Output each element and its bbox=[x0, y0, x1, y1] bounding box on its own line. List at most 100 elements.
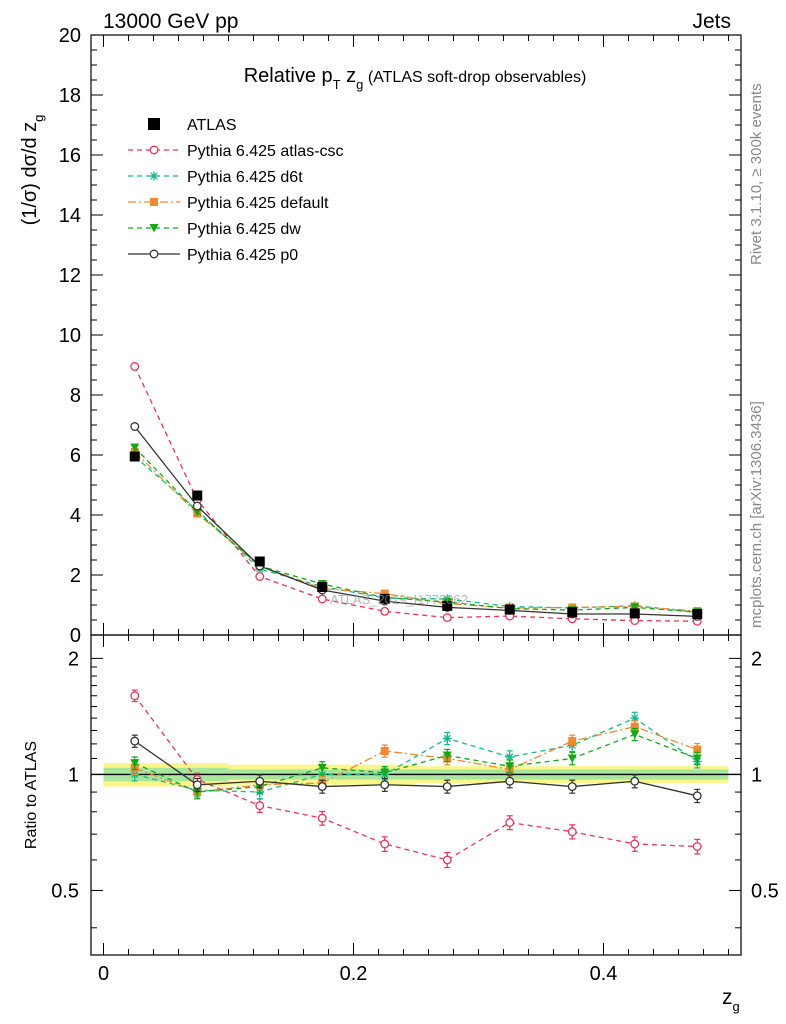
series-line-pythia-6-425-default bbox=[134, 451, 698, 612]
ratio-point-pythia-6-425-default bbox=[380, 747, 389, 756]
data-point-atlas bbox=[442, 600, 453, 611]
data-point-pythia-6-425-dw bbox=[130, 443, 140, 452]
ratio-tick-label: 1 bbox=[68, 764, 79, 786]
chart-title-main: Relative p bbox=[244, 65, 333, 87]
data-point-atlas bbox=[192, 490, 203, 501]
y-tick-label: 6 bbox=[70, 445, 81, 467]
data-point-atlas bbox=[379, 594, 390, 604]
legend-marker-pythia-6-425-dw bbox=[149, 224, 159, 233]
legend-marker-pythia-6-425-atlas-csc bbox=[149, 145, 159, 155]
ratio-point-pythia-6-425-atlas-csc bbox=[442, 855, 452, 865]
ratio-tick-label: 0.5 bbox=[51, 880, 79, 902]
ratio-point-pythia-6-425-dw bbox=[567, 754, 577, 763]
legend-label-pythia-6-425-default: Pythia 6.425 default bbox=[187, 195, 329, 212]
chart-title-rest: (ATLAS soft-drop observables) bbox=[363, 69, 586, 86]
ratio-point-pythia-6-425-p0 bbox=[505, 776, 515, 786]
ratio-point-pythia-6-425-p0 bbox=[380, 780, 390, 790]
legend-label-atlas: ATLAS bbox=[187, 117, 237, 134]
ratio-point-pythia-6-425-p0 bbox=[630, 776, 640, 786]
ratio-plot-frame bbox=[90, 634, 742, 956]
y-tick-label: 2 bbox=[70, 565, 81, 587]
ratio-point-pythia-6-425-dw bbox=[442, 751, 452, 760]
y-axis-label-main: (1/σ) dσ/d z bbox=[19, 122, 41, 226]
ratio-point-pythia-6-425-dw bbox=[692, 754, 702, 763]
ratio-point-pythia-6-425-p0 bbox=[692, 791, 702, 801]
y-tick-label: 4 bbox=[70, 505, 81, 527]
ratio-tick-label-right: 2 bbox=[751, 648, 762, 670]
data-point-atlas bbox=[254, 556, 265, 567]
rivet-label: Rivet 3.1.10, ≥ 300k events bbox=[748, 83, 765, 265]
legend-marker-pythia-6-425-p0 bbox=[149, 249, 159, 259]
chart-title-sub-t: T bbox=[333, 77, 341, 92]
x-axis-label: zg bbox=[722, 986, 740, 1014]
chart-title-z: z bbox=[341, 65, 357, 87]
y-axis-label: (1/σ) dσ/d zg bbox=[19, 115, 46, 226]
mcplots-label: mcplots.cern.ch [arXiv:1306.3436] bbox=[748, 401, 765, 628]
ratio-point-pythia-6-425-atlas-csc bbox=[567, 827, 577, 837]
ratio-point-pythia-6-425-dw bbox=[380, 768, 390, 778]
y-tick-label: 20 bbox=[59, 25, 81, 47]
ratio-point-pythia-6-425-atlas-csc bbox=[317, 813, 327, 823]
data-point-pythia-6-425-dw bbox=[192, 508, 202, 517]
ratio-point-pythia-6-425-default bbox=[568, 737, 577, 746]
ratio-point-pythia-6-425-d6t bbox=[630, 713, 640, 723]
chart-title: Relative pT zg (ATLAS soft-drop observab… bbox=[244, 65, 587, 92]
y-tick-label: 0 bbox=[70, 625, 81, 647]
data-point-atlas bbox=[504, 604, 515, 615]
data-point-atlas bbox=[567, 607, 578, 618]
data-point-atlas bbox=[692, 609, 703, 619]
ratio-point-pythia-6-425-dw bbox=[317, 763, 327, 773]
data-point-pythia-6-425-p0 bbox=[192, 501, 202, 511]
data-point-pythia-6-425-atlas-csc bbox=[380, 606, 390, 616]
ratio-point-pythia-6-425-p0 bbox=[442, 782, 452, 792]
y-tick-label: 8 bbox=[70, 385, 81, 407]
y-tick-label: 14 bbox=[59, 205, 81, 227]
legend-label-pythia-6-425-d6t: Pythia 6.425 d6t bbox=[187, 169, 303, 186]
analysis-watermark: ATLAS_2019_I1772062 bbox=[330, 592, 468, 607]
ratio-point-pythia-6-425-atlas-csc bbox=[630, 839, 640, 849]
data-series bbox=[129, 362, 703, 869]
y-tick-label: 10 bbox=[59, 325, 81, 347]
x-tick-label: 0.2 bbox=[340, 963, 368, 985]
ratio-tick-label-right: 1 bbox=[751, 764, 762, 786]
ratio-point-pythia-6-425-p0 bbox=[192, 780, 202, 790]
ratio-point-pythia-6-425-atlas-csc bbox=[380, 839, 390, 849]
legend-marker-atlas bbox=[148, 118, 160, 130]
y-tick-label: 18 bbox=[59, 85, 81, 107]
data-point-pythia-6-425-atlas-csc bbox=[317, 594, 327, 604]
data-point-pythia-6-425-atlas-csc bbox=[130, 362, 140, 371]
x-axis-label-sub: g bbox=[733, 999, 740, 1014]
ratio-line-pythia-6-425-atlas-csc bbox=[134, 695, 698, 861]
x-tick-label: 0.4 bbox=[590, 963, 618, 985]
y-axis-label-sub: g bbox=[31, 115, 46, 122]
data-point-pythia-6-425-atlas-csc bbox=[255, 572, 265, 581]
ratio-tick-label: 2 bbox=[68, 648, 79, 670]
ratio-point-pythia-6-425-dw bbox=[192, 788, 202, 797]
y-tick-label: 12 bbox=[59, 265, 81, 287]
ratio-point-pythia-6-425-d6t bbox=[442, 733, 452, 743]
legend-label-pythia-6-425-atlas-csc: Pythia 6.425 atlas-csc bbox=[187, 143, 344, 160]
process-label: Jets bbox=[692, 10, 731, 33]
ratio-point-pythia-6-425-atlas-csc bbox=[130, 691, 140, 701]
data-point-atlas bbox=[629, 608, 640, 619]
ratio-point-pythia-6-425-dw bbox=[130, 759, 140, 768]
energy-label: 13000 GeV pp bbox=[103, 10, 238, 33]
ratio-point-pythia-6-425-dw bbox=[505, 762, 515, 771]
ratio-point-pythia-6-425-default bbox=[630, 722, 639, 731]
ratio-axis-label: Ratio to ATLAS bbox=[23, 741, 40, 849]
legend-marker-pythia-6-425-default bbox=[150, 198, 158, 206]
ratio-point-pythia-6-425-dw bbox=[630, 730, 640, 739]
legend-label-pythia-6-425-dw: Pythia 6.425 dw bbox=[187, 221, 301, 238]
data-point-atlas bbox=[317, 582, 328, 592]
ratio-point-pythia-6-425-p0 bbox=[567, 782, 577, 792]
y-tick-label: 16 bbox=[59, 145, 81, 167]
ratio-point-pythia-6-425-p0 bbox=[130, 736, 140, 746]
ratio-point-pythia-6-425-p0 bbox=[255, 776, 265, 786]
series-line-pythia-6-425-d6t bbox=[134, 456, 698, 613]
x-axis-label-main: z bbox=[722, 986, 733, 1009]
ratio-point-pythia-6-425-atlas-csc bbox=[505, 818, 515, 828]
chart-title-sub-g: g bbox=[356, 77, 363, 92]
ratio-line-pythia-6-425-dw bbox=[134, 733, 698, 793]
